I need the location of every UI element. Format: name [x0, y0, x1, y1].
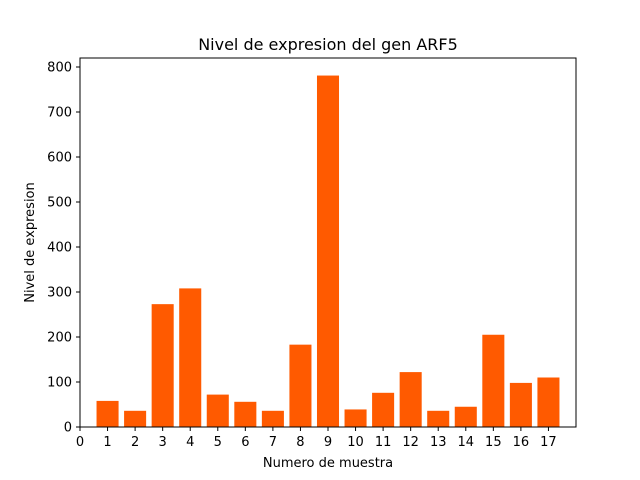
x-tick-label-16: 16 [513, 435, 530, 450]
bar-sample-15 [482, 334, 505, 427]
x-tick-label-14: 14 [458, 435, 475, 450]
y-tick-label-200: 200 [47, 331, 72, 346]
x-tick-label-3: 3 [159, 435, 167, 450]
x-tick-label-17: 17 [540, 435, 557, 450]
x-tick-label-2: 2 [131, 435, 139, 450]
bar-sample-8 [289, 344, 312, 427]
y-axis-label: Nivel de expresion [23, 182, 38, 303]
plot-frame [79, 57, 577, 428]
y-tick-label-500: 500 [47, 196, 72, 211]
y-axis: 0 100 200 300 400 500 600 700 800 [47, 61, 80, 436]
bar-sample-5 [206, 394, 229, 427]
bar-sample-1 [96, 400, 119, 427]
bar-sample-4 [179, 288, 202, 427]
bar-sample-9 [316, 75, 340, 428]
bar-sample-13 [427, 410, 450, 427]
y-tick-label-700: 700 [47, 106, 72, 121]
x-axis-label: Numero de muestra [263, 456, 393, 471]
chart-title: Nivel de expresion del gen ARF5 [198, 35, 458, 54]
x-tick-label-15: 15 [485, 435, 502, 450]
bar-sample-7 [261, 410, 284, 427]
bar-sample-3 [151, 304, 174, 427]
x-tick-label-9: 9 [324, 435, 332, 450]
bar-sample-2 [124, 410, 147, 427]
x-tick-label-7: 7 [269, 435, 277, 450]
bar-sample-10 [344, 409, 367, 427]
x-tick-label-4: 4 [186, 435, 194, 450]
y-tick-label-100: 100 [47, 376, 72, 391]
x-tick-label-6: 6 [241, 435, 249, 450]
x-axis: 0 1 2 3 4 5 6 7 8 9 10 11 12 13 14 15 16 17 [76, 427, 557, 450]
y-tick-label-0: 0 [64, 421, 72, 436]
y-tick-label-800: 800 [47, 61, 72, 76]
y-tick-label-400: 400 [47, 241, 72, 256]
bar-sample-16 [509, 382, 532, 427]
y-tick-label-600: 600 [47, 151, 72, 166]
x-tick-label-13: 13 [430, 435, 447, 450]
x-tick-label-8: 8 [296, 435, 304, 450]
bar-sample-6 [234, 401, 257, 427]
x-tick-label-0: 0 [76, 435, 84, 450]
x-tick-label-1: 1 [103, 435, 111, 450]
bar-sample-11 [372, 392, 395, 427]
y-tick-label-300: 300 [47, 286, 72, 301]
bar-sample-14 [454, 406, 477, 427]
bar-sample-17 [537, 377, 560, 427]
x-tick-label-5: 5 [214, 435, 222, 450]
bars-group [96, 75, 560, 428]
bar-sample-12 [399, 372, 422, 427]
x-tick-label-10: 10 [347, 435, 364, 450]
x-tick-label-12: 12 [402, 435, 419, 450]
x-tick-label-11: 11 [375, 435, 392, 450]
